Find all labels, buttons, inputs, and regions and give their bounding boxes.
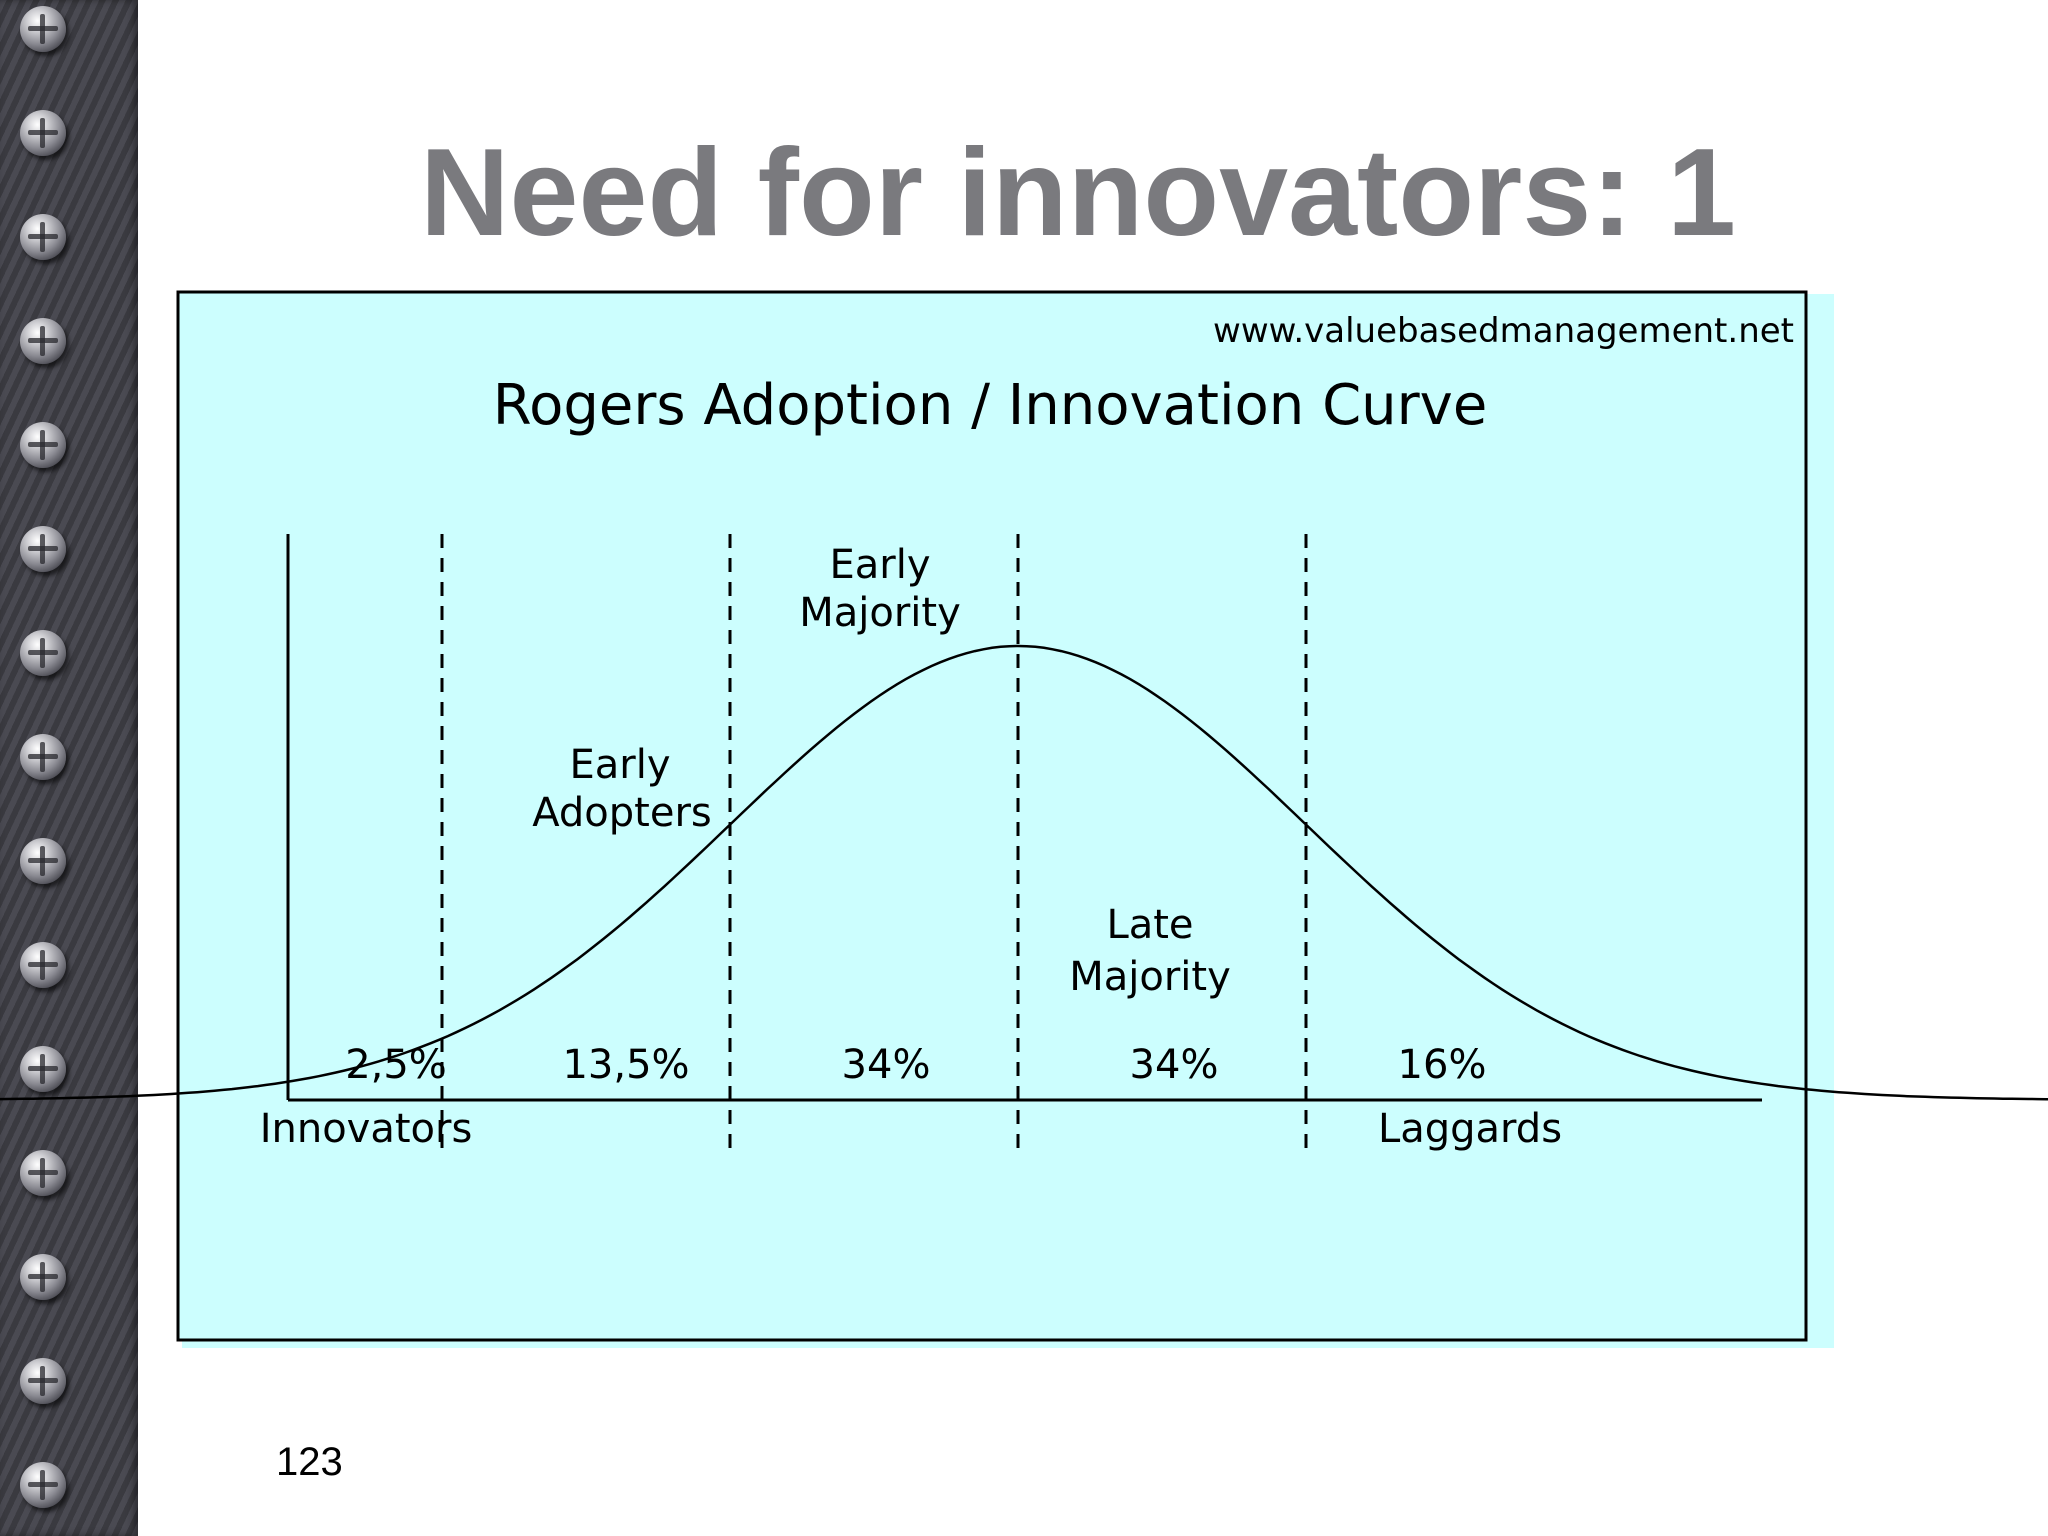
- percent-label-early-majority: 34%: [842, 1042, 931, 1088]
- segment-label-early-majority-line2: Majority: [799, 590, 961, 636]
- bolt-icon: [20, 1254, 66, 1300]
- percent-label-laggards: 16%: [1398, 1042, 1487, 1088]
- bolt-icon: [20, 630, 66, 676]
- percent-label-innovators: 2,5%: [345, 1042, 447, 1088]
- adoption-curve-line: [0, 644, 2048, 1101]
- bolt-icon: [20, 1150, 66, 1196]
- segment-label-early-adopters-line2: Adopters: [532, 790, 712, 836]
- segment-label-innovators: Innovators: [260, 1106, 473, 1152]
- bolt-icon: [20, 526, 66, 572]
- bolt-icon: [20, 1462, 66, 1508]
- bolt-icon: [20, 1358, 66, 1404]
- chart-watermark: www.valuebasedmanagement.net: [1213, 311, 1794, 351]
- chart-panel: [176, 290, 1808, 1342]
- segment-label-laggards: Laggards: [1378, 1106, 1562, 1152]
- bolt-icon: [20, 942, 66, 988]
- bolt-icon: [20, 110, 66, 156]
- bolt-icon: [20, 838, 66, 884]
- chart-title: Rogers Adoption / Innovation Curve: [493, 373, 1488, 438]
- slide-title: Need for innovators: 1: [420, 124, 1736, 262]
- bolt-icon: [20, 6, 66, 52]
- percent-label-late-majority: 34%: [1130, 1042, 1219, 1088]
- bolt-icon: [20, 214, 66, 260]
- percent-label-early-adopters: 13,5%: [562, 1042, 689, 1088]
- page-number: 123: [276, 1440, 343, 1484]
- bolt-icon: [20, 734, 66, 780]
- bolt-icon: [20, 1046, 66, 1092]
- bolt-icon: [20, 422, 66, 468]
- segment-label-late-majority-line1: Late: [1106, 902, 1193, 948]
- segment-label-early-majority-line1: Early: [829, 542, 930, 588]
- segment-boundaries: [440, 534, 1308, 1150]
- segment-label-late-majority-line2: Majority: [1069, 954, 1231, 1000]
- bolt-icon: [20, 318, 66, 364]
- segment-label-early-adopters-line1: Early: [569, 742, 670, 788]
- decorative-bolt-strip: [0, 0, 138, 1536]
